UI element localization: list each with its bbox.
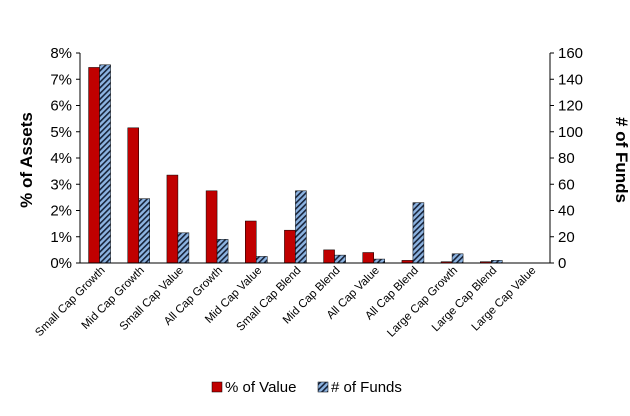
- right-tick-label: 140: [558, 71, 583, 88]
- left-tick-label: 1%: [50, 229, 72, 246]
- bar-funds: [373, 258, 385, 264]
- bar-value: [245, 220, 257, 264]
- bar-value: [284, 229, 296, 264]
- bar-value: [88, 67, 100, 264]
- bar-value: [166, 174, 179, 264]
- bar-funds: [177, 232, 190, 264]
- left-tick-label: 6%: [50, 98, 72, 115]
- legend-swatch-funds: [317, 381, 329, 393]
- y-axis-right-title: # of Funds: [612, 117, 630, 203]
- right-tick-label: 160: [558, 45, 583, 62]
- right-tick-label: 100: [558, 124, 583, 141]
- left-tick-label: 5%: [50, 124, 72, 141]
- left-tick-label: 8%: [50, 45, 72, 62]
- category-label: Large Cap Growth: [385, 265, 460, 340]
- right-tick-label: 20: [558, 229, 575, 246]
- bar-funds: [256, 256, 268, 264]
- right-axis-ticks: 0 20 40 60 80 100 120 140 160: [550, 45, 583, 272]
- bar-value: [205, 190, 218, 264]
- left-tick-label: 2%: [50, 203, 72, 220]
- right-tick-label: 40: [558, 203, 575, 220]
- bar-funds: [99, 64, 111, 264]
- category-label: Small Cap Growth: [33, 265, 107, 339]
- left-tick-label: 7%: [50, 71, 72, 88]
- legend-swatch-value: [211, 381, 223, 393]
- legend: % of Value # of Funds: [211, 379, 402, 396]
- right-tick-label: 60: [558, 176, 575, 193]
- left-axis-ticks: 0% 1% 2% 3% 4% 5% 6% 7% 8%: [50, 45, 80, 272]
- bar-funds: [451, 253, 464, 264]
- bar-funds: [334, 254, 346, 264]
- left-tick-label: 3%: [50, 176, 72, 193]
- y-axis-left-title: % of Assets: [17, 112, 36, 208]
- legend-label-value: % of Value: [225, 379, 296, 396]
- left-tick-label: 4%: [50, 150, 72, 167]
- right-tick-label: 0: [558, 255, 566, 272]
- right-tick-label: 80: [558, 150, 575, 167]
- bar-funds: [216, 239, 229, 264]
- bar-value: [323, 249, 335, 264]
- plot-area: [79, 53, 551, 264]
- bar-value: [127, 127, 139, 264]
- right-tick-label: 120: [558, 98, 583, 115]
- bar-funds: [295, 190, 307, 264]
- bar-value: [362, 252, 374, 264]
- bar-funds: [138, 198, 150, 264]
- bar-funds: [412, 202, 425, 264]
- left-tick-label: 0%: [50, 255, 72, 272]
- legend-label-funds: # of Funds: [331, 379, 402, 396]
